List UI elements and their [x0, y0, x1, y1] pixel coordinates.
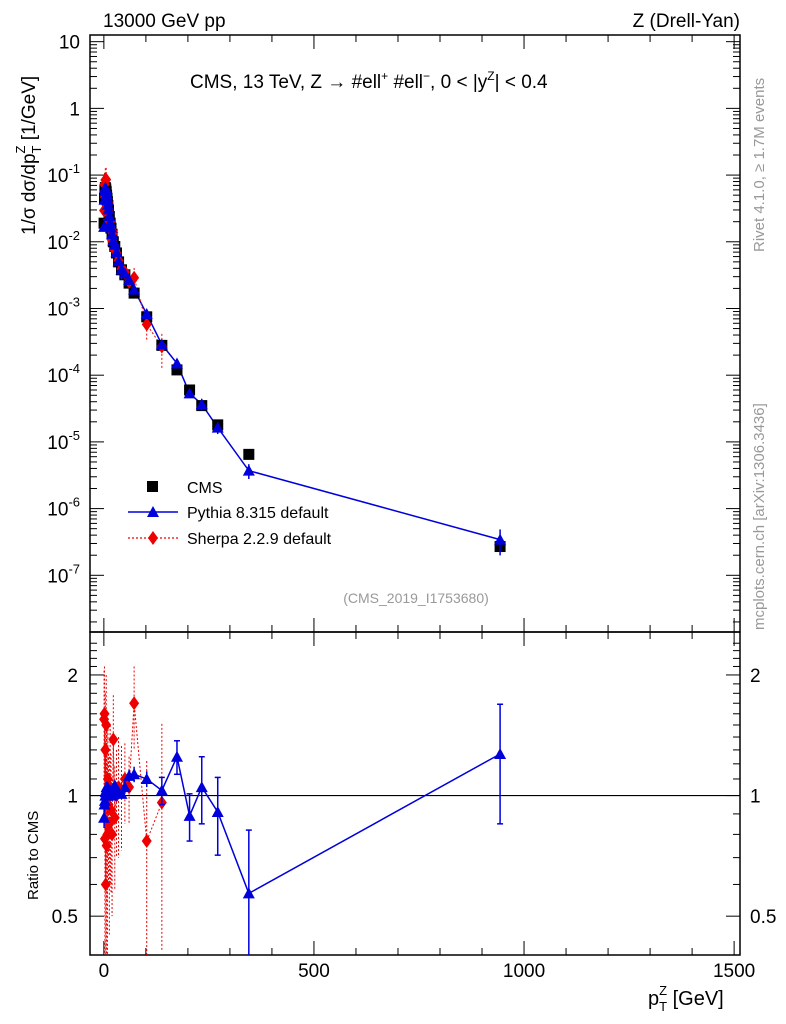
legend-label-pythia: Pythia 8.315 default: [187, 505, 329, 522]
mcplots-label: mcplots.cern.ch [arXiv:1306.3436]: [751, 403, 768, 630]
pythia-point: [195, 398, 208, 410]
header-right: Z (Drell-Yan): [633, 11, 740, 32]
y-tick-label: 10-6: [47, 495, 80, 521]
pythia-point: [140, 308, 153, 320]
pythia-ratio-point: [494, 747, 507, 759]
pythia-ratio-point: [98, 811, 111, 823]
y-tick-label: 10-2: [47, 228, 80, 254]
data-marks: [98, 167, 507, 955]
x-tick-label: 500: [298, 961, 330, 982]
pythia-ratio-point: [183, 809, 196, 821]
pythia-point: [128, 283, 141, 295]
x-tick-label: 1500: [713, 961, 755, 982]
y-tick-label: 1: [69, 99, 80, 120]
pythia-ratio-point: [170, 750, 183, 762]
sherpa-ratio-point: [108, 732, 119, 747]
cms-point: [243, 448, 255, 460]
rivet-version-label: Rivet 4.1.0, ≥ 1.7M events: [751, 78, 768, 252]
sherpa-ratio-point: [101, 718, 112, 733]
pythia-point: [102, 203, 115, 215]
pythia-point: [170, 357, 183, 369]
x-tick-label: 1000: [503, 961, 545, 982]
sherpa-ratio-point: [141, 834, 152, 849]
x-axis-label: pTZ [GeV]: [648, 983, 724, 1014]
y-tick-label: 10-5: [47, 428, 80, 454]
legend-marker-cms: [147, 481, 158, 492]
y-tick-label: 10-4: [47, 361, 80, 387]
ratio-tick-label: 0.5: [52, 907, 78, 928]
y-tick-label: 10-7: [47, 561, 80, 587]
pythia-point: [110, 246, 123, 258]
y-axis-label: 1/σ dσ/dpTZ [1/GeV]: [13, 76, 44, 235]
pythia-point: [104, 216, 117, 228]
pythia-point: [108, 238, 121, 250]
pythia-ratio-point: [211, 805, 224, 817]
y-tick-label: 10: [59, 33, 80, 54]
sherpa-point: [141, 317, 152, 332]
sherpa-ratio-point: [129, 696, 140, 711]
pythia-point: [494, 533, 507, 545]
sherpa-ratio-point: [99, 706, 110, 721]
ratio-tick-label: 1: [67, 787, 78, 808]
sherpa-point: [101, 172, 112, 187]
legend-marker-sherpa: [148, 531, 158, 545]
pythia-ratio-point: [155, 784, 168, 796]
pythia-point: [106, 228, 119, 240]
sherpa-ratio-point: [109, 810, 120, 825]
pythia-point: [183, 387, 196, 399]
pythia-ratio-point: [242, 887, 255, 899]
y-tick-label: 10-3: [47, 294, 80, 320]
ratio-tick-label: 2: [67, 666, 78, 687]
analysis-tag: (CMS_2019_I1753680): [343, 590, 489, 606]
legend-label-sherpa: Sherpa 2.2.9 default: [187, 531, 332, 548]
pythia-point: [112, 255, 125, 267]
ratio-y-axis-label: Ratio to CMS: [25, 811, 42, 900]
cms-point: [171, 364, 183, 376]
pythia-point: [123, 273, 136, 285]
pythia-point: [103, 210, 116, 222]
axes: 0 500 1000 1500 10 1 10-1 10-2 10-3 10-4 10-5 10-6 1…: [47, 33, 776, 982]
pythia-ratio-point: [118, 781, 131, 793]
sherpa-ratio-point: [124, 780, 135, 795]
header-left: 13000 GeV pp: [103, 11, 226, 32]
pythia-point: [211, 421, 224, 433]
legend: CMS Pythia 8.315 default Sherpa 2.2.9 de…: [128, 480, 332, 548]
sherpa-ratio-point: [100, 877, 111, 892]
pythia-ratio-point: [140, 772, 153, 784]
pythia-ratio-point: [195, 781, 208, 793]
pythia-point: [118, 267, 131, 279]
pythia-ratio-line: [103, 753, 501, 895]
ratio-tick-label-right: 1: [750, 787, 761, 808]
ratio-plot-frame: [89, 631, 741, 956]
pythia-point: [155, 338, 168, 350]
pythia-point: [101, 198, 114, 210]
pythia-ratio-point: [115, 787, 128, 799]
pythia-point: [105, 221, 118, 233]
chart-title: CMS, 13 TeV, Z → #ell+ #ell−, 0 < |yZ| <…: [190, 69, 548, 93]
pythia-line: [103, 185, 501, 541]
x-tick-label: 0: [99, 961, 110, 982]
pythia-point: [242, 464, 255, 476]
ratio-tick-label-right: 0.5: [750, 907, 776, 928]
ratio-tick-label-right: 2: [750, 666, 761, 687]
y-tick-label: 10-1: [47, 161, 80, 187]
legend-marker-pythia: [147, 506, 159, 517]
pythia-ratio-point: [128, 768, 141, 780]
legend-label-cms: CMS: [187, 480, 223, 497]
